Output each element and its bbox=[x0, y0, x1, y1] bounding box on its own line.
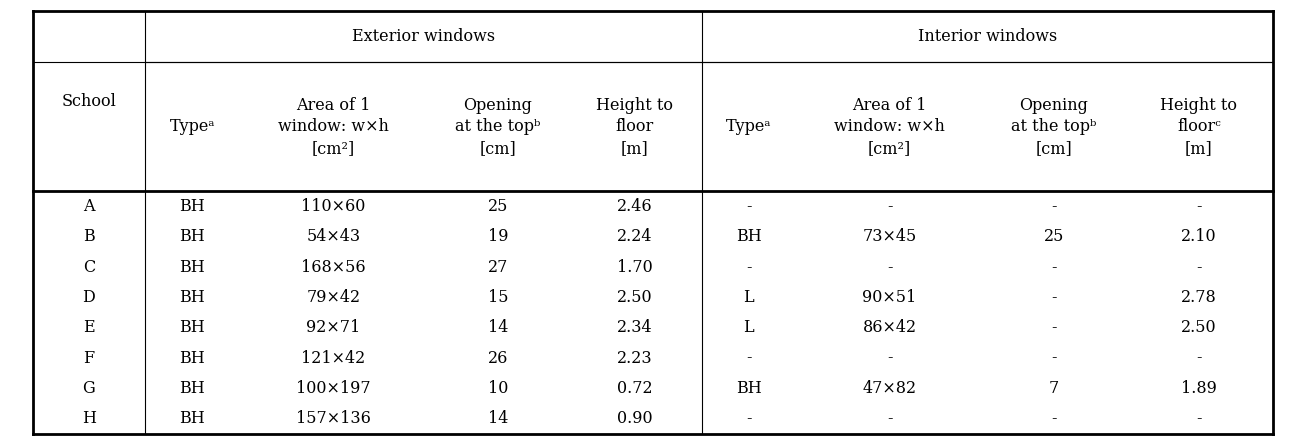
Text: 2.10: 2.10 bbox=[1181, 228, 1217, 245]
Text: 47×82: 47×82 bbox=[862, 380, 917, 397]
Text: 157×136: 157×136 bbox=[296, 410, 371, 427]
Text: -: - bbox=[1051, 319, 1057, 336]
Text: 121×42: 121×42 bbox=[301, 350, 366, 367]
Text: 7: 7 bbox=[1049, 380, 1059, 397]
Text: -: - bbox=[887, 259, 892, 275]
Text: 27: 27 bbox=[488, 259, 508, 275]
Text: H: H bbox=[82, 410, 96, 427]
Text: 0.90: 0.90 bbox=[617, 410, 652, 427]
Text: C: C bbox=[83, 259, 95, 275]
Text: A: A bbox=[83, 198, 95, 215]
Text: BH: BH bbox=[180, 259, 206, 275]
Text: -: - bbox=[1197, 350, 1202, 367]
Text: 2.23: 2.23 bbox=[617, 350, 652, 367]
Text: 25: 25 bbox=[488, 198, 508, 215]
Text: -: - bbox=[1051, 410, 1057, 427]
Text: 2.46: 2.46 bbox=[617, 198, 652, 215]
Text: 79×42: 79×42 bbox=[306, 289, 361, 306]
Text: BH: BH bbox=[180, 350, 206, 367]
Text: -: - bbox=[1197, 198, 1202, 215]
Text: School: School bbox=[61, 93, 116, 110]
Text: Area of 1
window: w×h
[cm²]: Area of 1 window: w×h [cm²] bbox=[835, 97, 945, 157]
Text: 2.50: 2.50 bbox=[1181, 319, 1217, 336]
Text: 90×51: 90×51 bbox=[862, 289, 917, 306]
Text: BH: BH bbox=[180, 410, 206, 427]
Text: 26: 26 bbox=[488, 350, 508, 367]
Text: Opening
at the topᵇ
[cm]: Opening at the topᵇ [cm] bbox=[1012, 97, 1096, 157]
Text: BH: BH bbox=[736, 228, 762, 245]
Text: -: - bbox=[1051, 259, 1057, 275]
Text: -: - bbox=[1051, 350, 1057, 367]
Text: -: - bbox=[1197, 259, 1202, 275]
Text: BH: BH bbox=[180, 228, 206, 245]
Text: L: L bbox=[743, 319, 754, 336]
Text: 1.70: 1.70 bbox=[617, 259, 652, 275]
Text: F: F bbox=[83, 350, 95, 367]
Text: -: - bbox=[746, 259, 751, 275]
Text: -: - bbox=[746, 198, 751, 215]
Text: 73×45: 73×45 bbox=[862, 228, 917, 245]
Text: BH: BH bbox=[180, 198, 206, 215]
Text: 2.78: 2.78 bbox=[1181, 289, 1217, 306]
Text: Interior windows: Interior windows bbox=[918, 28, 1057, 45]
Text: 92×71: 92×71 bbox=[306, 319, 361, 336]
Text: -: - bbox=[746, 410, 751, 427]
Text: Height to
floor
[m]: Height to floor [m] bbox=[596, 97, 673, 157]
Text: -: - bbox=[887, 198, 892, 215]
Text: -: - bbox=[1051, 198, 1057, 215]
Text: BH: BH bbox=[736, 380, 762, 397]
Text: 2.34: 2.34 bbox=[617, 319, 652, 336]
Text: G: G bbox=[82, 380, 95, 397]
Text: 168×56: 168×56 bbox=[301, 259, 366, 275]
Text: 15: 15 bbox=[488, 289, 508, 306]
Text: 19: 19 bbox=[488, 228, 508, 245]
Text: 10: 10 bbox=[488, 380, 508, 397]
Text: Exterior windows: Exterior windows bbox=[352, 28, 495, 45]
Text: BH: BH bbox=[180, 319, 206, 336]
Text: 14: 14 bbox=[488, 410, 508, 427]
Text: BH: BH bbox=[180, 289, 206, 306]
Text: E: E bbox=[83, 319, 95, 336]
Text: 110×60: 110×60 bbox=[301, 198, 366, 215]
Text: Height to
floorᶜ
[m]: Height to floorᶜ [m] bbox=[1160, 97, 1237, 157]
Text: 54×43: 54×43 bbox=[306, 228, 361, 245]
Text: 1.89: 1.89 bbox=[1181, 380, 1217, 397]
Text: 14: 14 bbox=[488, 319, 508, 336]
Text: -: - bbox=[887, 410, 892, 427]
Text: 2.24: 2.24 bbox=[617, 228, 652, 245]
Text: -: - bbox=[1051, 289, 1057, 306]
Text: 0.72: 0.72 bbox=[617, 380, 652, 397]
Text: D: D bbox=[82, 289, 95, 306]
Text: L: L bbox=[743, 289, 754, 306]
Text: -: - bbox=[887, 350, 892, 367]
Text: BH: BH bbox=[180, 380, 206, 397]
Text: -: - bbox=[746, 350, 751, 367]
Text: 100×197: 100×197 bbox=[296, 380, 371, 397]
Text: 25: 25 bbox=[1044, 228, 1064, 245]
Text: Opening
at the topᵇ
[cm]: Opening at the topᵇ [cm] bbox=[456, 97, 540, 157]
Text: -: - bbox=[1197, 410, 1202, 427]
Text: 86×42: 86×42 bbox=[862, 319, 917, 336]
Text: Area of 1
window: w×h
[cm²]: Area of 1 window: w×h [cm²] bbox=[277, 97, 389, 157]
Text: B: B bbox=[83, 228, 95, 245]
Text: Typeᵃ: Typeᵃ bbox=[725, 118, 771, 135]
Text: Typeᵃ: Typeᵃ bbox=[169, 118, 215, 135]
Text: 2.50: 2.50 bbox=[617, 289, 652, 306]
